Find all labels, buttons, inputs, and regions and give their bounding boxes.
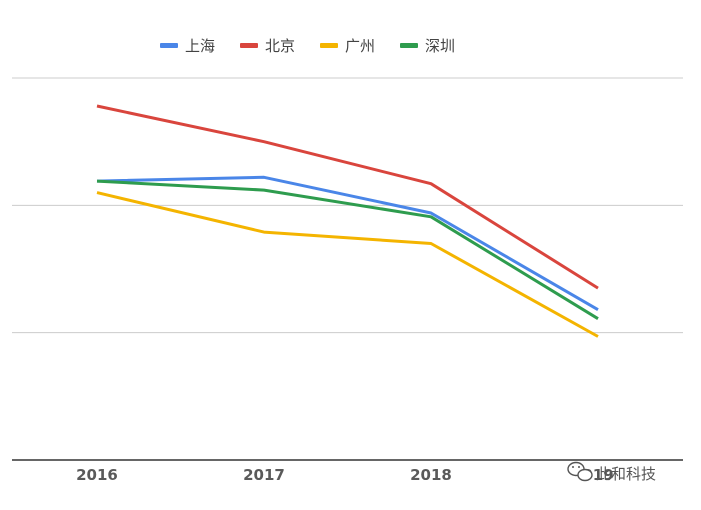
watermark: 此和科技 (567, 461, 656, 483)
legend-swatch (240, 43, 258, 48)
x-axis-ticks: 2016 2017 2018 019 (76, 466, 614, 484)
legend-item: 深圳 (400, 37, 455, 55)
gridlines (12, 77, 683, 461)
series-line-4 (96, 179, 599, 320)
series-lines (96, 104, 599, 338)
legend-item: 北京 (240, 37, 295, 55)
series-line-2 (96, 104, 599, 290)
x-tick-label: 2016 (76, 466, 118, 484)
series-line-3 (96, 191, 599, 338)
legend: 上海 北京 广州 深圳 (160, 37, 455, 55)
legend-item: 广州 (320, 37, 375, 55)
legend-label: 深圳 (425, 37, 455, 55)
legend-swatch (160, 43, 178, 48)
legend-swatch (400, 43, 418, 48)
legend-item: 上海 (160, 37, 215, 55)
legend-label: 上海 (185, 37, 215, 55)
x-tick-label: 2018 (410, 466, 452, 484)
x-tick-label: 2017 (243, 466, 285, 484)
legend-label: 广州 (345, 37, 375, 55)
series-line-1 (96, 175, 599, 311)
legend-label: 北京 (265, 37, 295, 55)
wechat-icon (567, 461, 593, 482)
legend-swatch (320, 43, 338, 48)
watermark-text: 此和科技 (596, 465, 656, 483)
